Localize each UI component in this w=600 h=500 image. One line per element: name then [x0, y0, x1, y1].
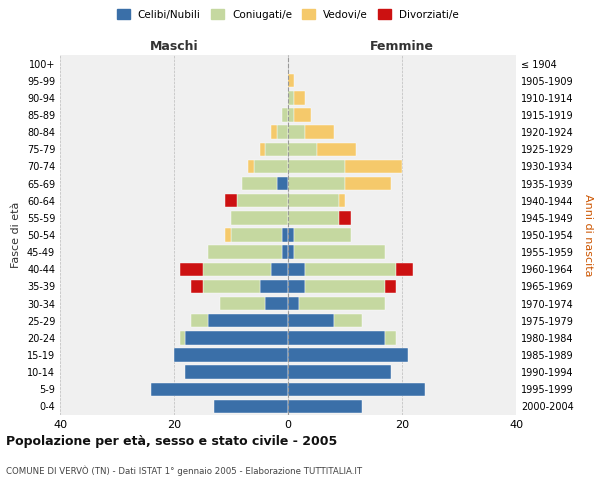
Text: Femmine: Femmine — [370, 40, 434, 52]
Bar — [248, 160, 254, 173]
Bar — [260, 280, 288, 293]
Bar — [294, 108, 311, 122]
Bar — [226, 194, 236, 207]
Bar — [185, 366, 288, 379]
Legend: Celibi/Nubili, Coniugati/e, Vedovi/e, Divorziati/e: Celibi/Nubili, Coniugati/e, Vedovi/e, Di… — [113, 5, 463, 24]
Text: COMUNE DI VERVÒ (TN) - Dati ISTAT 1° gennaio 2005 - Elaborazione TUTTITALIA.IT: COMUNE DI VERVÒ (TN) - Dati ISTAT 1° gen… — [6, 465, 362, 475]
Bar — [288, 382, 425, 396]
Bar — [283, 228, 288, 241]
Bar — [288, 228, 294, 241]
Y-axis label: Fasce di età: Fasce di età — [11, 202, 21, 268]
Bar — [294, 91, 305, 104]
Bar — [288, 177, 345, 190]
Bar — [345, 160, 402, 173]
Bar — [288, 246, 294, 259]
Bar — [174, 348, 288, 362]
Bar — [283, 246, 288, 259]
Bar — [180, 262, 203, 276]
Bar — [271, 262, 288, 276]
Bar — [208, 314, 288, 328]
Text: Maschi: Maschi — [149, 40, 199, 52]
Bar — [226, 228, 231, 241]
Bar — [288, 297, 299, 310]
Bar — [288, 194, 340, 207]
Bar — [231, 211, 288, 224]
Bar — [288, 280, 305, 293]
Bar — [236, 194, 288, 207]
Bar — [340, 211, 350, 224]
Bar — [288, 126, 305, 139]
Bar — [185, 331, 288, 344]
Bar — [317, 142, 356, 156]
Bar — [254, 160, 288, 173]
Bar — [191, 280, 203, 293]
Bar — [180, 331, 185, 344]
Bar — [288, 142, 317, 156]
Bar — [299, 297, 385, 310]
Bar — [288, 74, 294, 88]
Bar — [151, 382, 288, 396]
Bar — [242, 177, 277, 190]
Bar — [191, 314, 208, 328]
Y-axis label: Anni di nascita: Anni di nascita — [583, 194, 593, 276]
Bar — [277, 126, 288, 139]
Bar — [271, 126, 277, 139]
Bar — [305, 262, 397, 276]
Bar — [265, 297, 288, 310]
Bar — [202, 262, 271, 276]
Bar — [385, 280, 396, 293]
Bar — [288, 160, 345, 173]
Bar — [294, 246, 385, 259]
Bar — [277, 177, 288, 190]
Bar — [385, 331, 396, 344]
Bar — [260, 142, 265, 156]
Bar — [294, 228, 350, 241]
Bar — [208, 246, 283, 259]
Bar — [203, 280, 260, 293]
Bar — [283, 108, 288, 122]
Bar — [288, 331, 385, 344]
Bar — [288, 314, 334, 328]
Bar — [288, 400, 362, 413]
Bar — [288, 366, 391, 379]
Bar — [288, 348, 408, 362]
Bar — [345, 177, 391, 190]
Bar — [288, 91, 294, 104]
Bar — [214, 400, 288, 413]
Bar — [288, 108, 294, 122]
Bar — [397, 262, 413, 276]
Bar — [288, 262, 305, 276]
Bar — [305, 126, 334, 139]
Bar — [305, 280, 385, 293]
Bar — [231, 228, 283, 241]
Bar — [220, 297, 265, 310]
Bar — [340, 194, 345, 207]
Text: Popolazione per età, sesso e stato civile - 2005: Popolazione per età, sesso e stato civil… — [6, 435, 337, 448]
Bar — [265, 142, 288, 156]
Bar — [288, 211, 340, 224]
Bar — [334, 314, 362, 328]
